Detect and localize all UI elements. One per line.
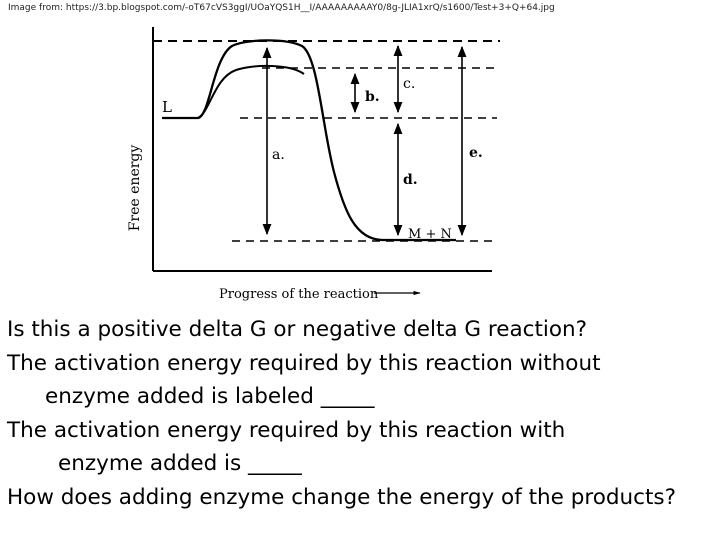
label-b: b. <box>365 89 380 105</box>
label-a: a. <box>272 147 285 163</box>
x-axis-label: Progress of the reaction <box>219 287 379 302</box>
question-line: The activation energy required by this r… <box>7 350 601 376</box>
question-list: Is this a positive delta G or negative d… <box>7 313 717 514</box>
question-line: enzyme added is labeled _____ <box>45 384 375 409</box>
question-line: How does adding enzyme change the energy… <box>7 484 677 510</box>
reactant-label: L <box>162 98 172 116</box>
question-line: The activation energy required by this r… <box>7 417 566 443</box>
question-line: enzyme added is _____ <box>58 451 302 476</box>
label-d: d. <box>403 172 418 188</box>
image-source-caption: Image from: https://3.bp.blogspot.com/-o… <box>8 3 555 13</box>
question-line: Is this a positive delta G or negative d… <box>7 317 588 342</box>
products-label: M + N <box>408 227 452 242</box>
y-axis-label: Free energy <box>127 145 143 232</box>
catalyzed-reaction-curve <box>197 64 305 119</box>
free-energy-diagram: Free energy Progress of the reaction L M… <box>127 27 500 302</box>
label-c: c. <box>403 76 415 92</box>
uncatalyzed-reaction-curve <box>162 39 456 242</box>
label-e: e. <box>469 145 483 161</box>
